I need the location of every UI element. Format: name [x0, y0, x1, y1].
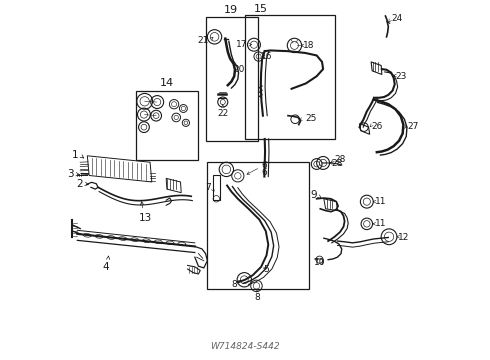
Text: 14: 14	[160, 78, 174, 88]
Text: 15: 15	[254, 4, 268, 14]
Text: 11: 11	[375, 219, 386, 228]
Text: 13: 13	[139, 213, 152, 223]
Text: 3: 3	[67, 169, 74, 179]
Polygon shape	[360, 123, 369, 134]
Text: 12: 12	[398, 233, 410, 242]
Text: 28: 28	[334, 155, 345, 164]
Text: 6: 6	[261, 168, 267, 177]
Bar	[136, 91, 198, 161]
Text: W714824-S442: W714824-S442	[210, 342, 280, 351]
Text: 21: 21	[198, 36, 209, 45]
Text: 6: 6	[261, 161, 267, 170]
Text: 8: 8	[231, 280, 237, 289]
Text: 11: 11	[375, 197, 386, 206]
Text: 20: 20	[234, 64, 245, 73]
Bar	[207, 162, 310, 289]
Text: 23: 23	[395, 72, 407, 81]
Text: 25: 25	[305, 114, 317, 123]
Polygon shape	[324, 199, 338, 211]
Text: 4: 4	[102, 262, 109, 272]
Text: 5: 5	[264, 265, 270, 274]
Text: 22: 22	[217, 109, 228, 118]
Text: 19: 19	[224, 5, 239, 15]
Text: 28: 28	[332, 159, 343, 168]
Polygon shape	[371, 62, 382, 75]
Text: 1: 1	[72, 150, 78, 160]
Text: 9: 9	[310, 190, 317, 200]
Bar	[245, 15, 335, 139]
Bar	[206, 17, 258, 141]
Text: 2: 2	[76, 179, 83, 189]
Text: 7: 7	[205, 183, 211, 192]
Text: 16: 16	[261, 52, 272, 61]
Polygon shape	[87, 156, 152, 182]
Text: 27: 27	[407, 122, 418, 131]
Text: 18: 18	[303, 41, 315, 50]
Polygon shape	[166, 178, 181, 193]
Text: 17: 17	[236, 40, 247, 49]
Bar	[213, 175, 220, 200]
Text: 10: 10	[314, 258, 325, 267]
Text: 24: 24	[391, 14, 402, 23]
Text: 8: 8	[255, 293, 260, 302]
Text: 26: 26	[371, 122, 383, 131]
